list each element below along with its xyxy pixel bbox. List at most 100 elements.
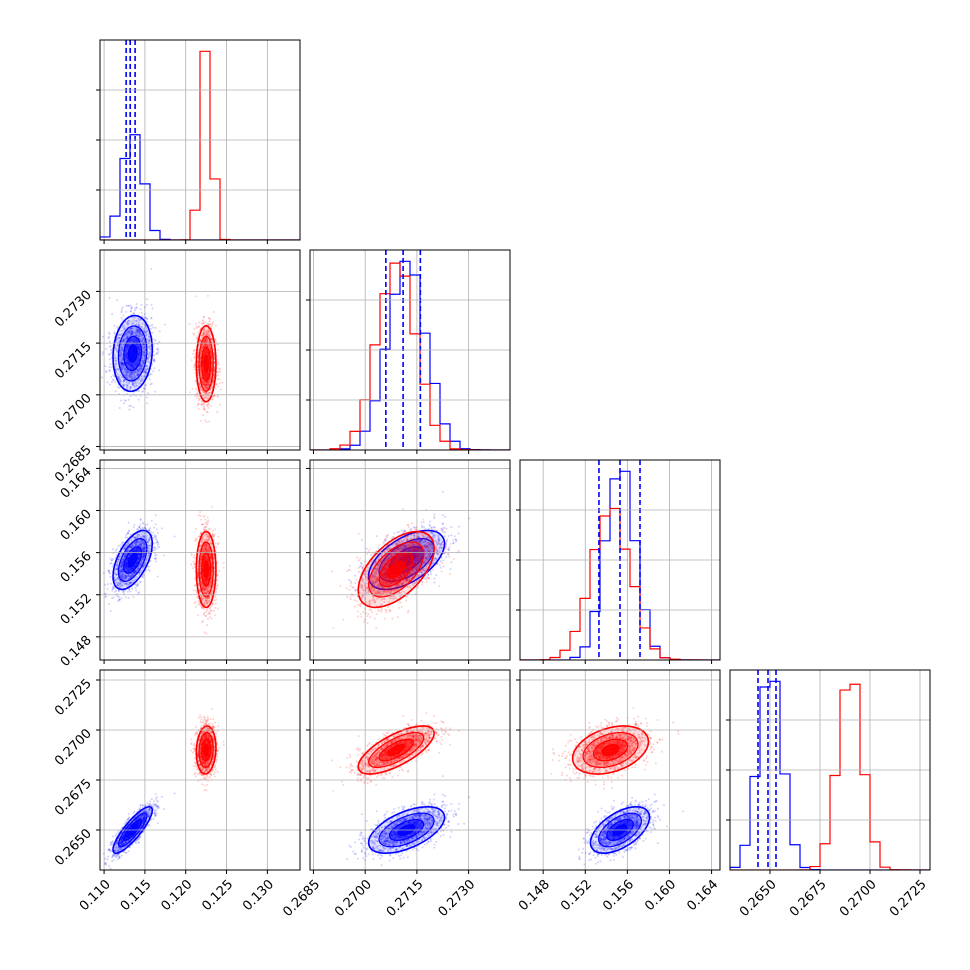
sample-point [208,317,211,320]
sample-point [137,324,140,327]
sample-point [121,581,124,584]
sample-point [219,388,222,391]
sample-point [118,336,121,339]
sample-point [143,553,146,556]
sample-point [124,544,127,547]
sample-point [209,317,212,320]
sample-point [124,368,127,371]
sample-point [132,371,135,374]
sample-point [152,526,155,529]
sample-point [213,361,216,364]
sample-point [123,379,126,382]
sample-point [131,573,134,576]
sample-point [208,343,211,346]
sample-point [122,548,125,551]
sample-point [212,380,215,383]
sample-point [118,572,121,575]
sample-point [205,538,208,541]
sample-point [206,381,209,384]
sample-point [141,534,144,537]
sample-point [110,376,113,379]
sample-point [147,546,150,549]
sample-point [116,567,119,570]
sample-point [158,340,161,343]
sample-point [146,402,149,405]
sample-point [106,587,109,590]
sample-point [141,333,144,336]
sample-point [128,372,131,375]
sample-point [142,554,145,557]
sample-point [136,567,139,570]
sample-point [139,331,142,334]
sample-point [139,362,142,365]
contour-level [127,552,138,568]
sample-point [124,555,127,558]
sample-point [208,346,211,349]
sample-point [197,354,200,357]
sample-point [199,419,202,422]
sample-point [129,386,132,389]
sample-point [122,380,125,383]
sample-point [210,562,213,565]
sample-point [139,543,142,546]
sample-point [209,351,212,354]
sample-point [148,539,151,542]
sample-point [134,542,137,545]
sample-point [142,329,145,332]
sample-point [152,536,155,539]
sample-point [107,569,110,572]
sample-point [138,525,141,528]
sample-point [135,528,138,531]
sample-point [124,332,127,335]
sample-point [121,573,124,576]
sample-point [120,553,123,556]
sample-point [121,363,124,366]
sample-point [150,382,153,385]
sample-point [156,545,159,548]
sample-point [202,598,205,601]
sample-point [205,410,208,413]
sample-point [120,565,123,568]
sample-point [209,322,212,325]
sample-point [111,587,114,590]
sample-point [134,578,137,581]
sample-point [125,582,128,585]
sample-point [206,624,209,627]
sample-point [123,343,126,346]
sample-point [120,352,123,355]
sample-point [120,564,123,567]
sample-point [216,585,219,588]
sample-point [144,527,147,530]
sample-point [125,369,128,372]
sample-point [155,348,158,351]
sample-point [143,535,146,538]
sample-point [128,582,131,585]
sample-point [121,561,124,564]
sample-point [140,559,143,562]
sample-point [140,326,143,329]
sample-point [206,405,209,408]
sample-point [206,333,209,336]
sample-point [124,547,127,550]
sample-point [204,340,207,343]
sample-point [148,336,151,339]
sample-point [142,542,145,545]
sample-point [153,534,156,537]
sample-point [122,557,125,560]
sample-point [126,333,129,336]
sample-point [214,339,217,342]
sample-point [204,396,207,399]
sample-point [132,319,135,322]
sample-point [126,590,129,593]
sample-point [126,320,129,323]
sample-point [139,367,142,370]
sample-point [211,323,214,326]
sample-point [138,335,141,338]
sample-point [199,385,202,388]
sample-point [202,330,205,333]
sample-point [120,361,123,364]
sample-point [127,532,130,535]
sample-point [124,555,127,558]
sample-point [142,346,145,349]
sample-point [202,383,205,386]
